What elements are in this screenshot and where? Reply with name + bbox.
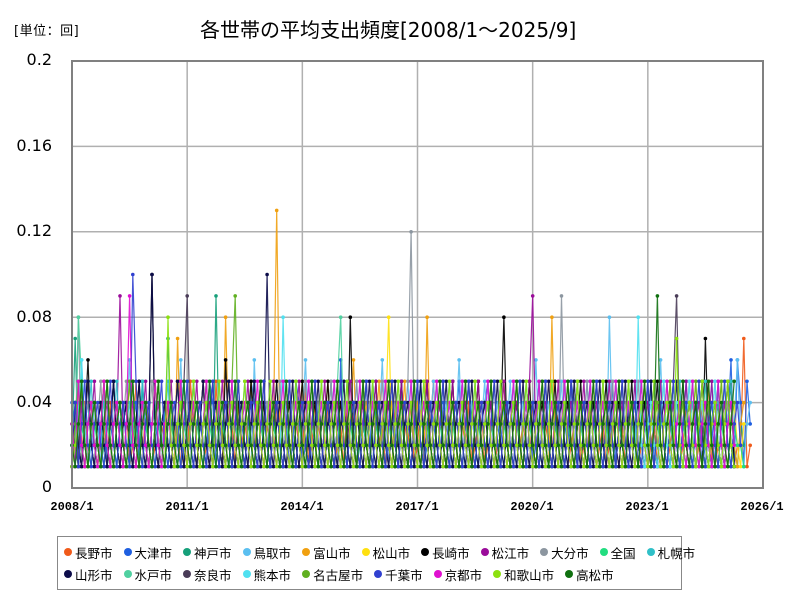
y-tick-label: 0 (41, 477, 52, 496)
plot-border (71, 60, 764, 489)
legend-item: 神戸市 (183, 543, 232, 562)
legend-label: 全国 (610, 545, 636, 561)
legend-marker-icon (433, 570, 442, 578)
legend-label: 神戸市 (194, 545, 232, 561)
legend-label: 松山市 (372, 545, 411, 561)
legend-row: 山形市 水戸市 奈良市 熊本市 名古屋市 千葉市 京都市 和歌山市 高松市 (64, 563, 675, 585)
legend-item: 京都市 (433, 565, 483, 584)
legend-label: 長野市 (75, 545, 113, 561)
legend-item: 熊本市 (242, 565, 292, 584)
legend-item: 大分市 (540, 543, 589, 562)
legend-item: 和歌山市 (493, 565, 554, 584)
legend-item: 山形市 (64, 565, 113, 584)
legend-marker-icon (480, 548, 489, 556)
legend-label: 高松市 (576, 567, 614, 583)
legend-label: 熊本市 (253, 567, 292, 583)
legend-marker-icon (242, 570, 251, 578)
legend-marker-icon (374, 570, 383, 578)
legend-marker-icon (493, 570, 502, 578)
legend-label: 大津市 (134, 545, 173, 561)
x-tick-label: 2017/1 (395, 500, 439, 514)
legend-label: 名古屋市 (313, 567, 364, 583)
legend-item: 大津市 (123, 543, 173, 562)
chart-plot-area (70, 60, 764, 489)
legend-marker-icon (302, 548, 311, 556)
legend-marker-icon (646, 548, 655, 556)
legend-marker-icon (64, 570, 72, 578)
legend-item: 奈良市 (183, 565, 232, 584)
legend-item: 鳥取市 (242, 543, 292, 562)
legend-marker-icon (565, 570, 574, 578)
legend-item: 全国 (599, 543, 636, 562)
legend-label: 和歌山市 (504, 567, 555, 583)
y-tick-label: 0.08 (16, 307, 52, 326)
legend-label: 長崎市 (432, 545, 470, 561)
legend-marker-icon (361, 548, 370, 556)
legend-marker-icon (123, 570, 132, 578)
x-tick-label: 2014/1 (280, 500, 324, 514)
legend-label: 札幌市 (657, 545, 696, 561)
legend-marker-icon (242, 548, 251, 556)
legend-marker-icon (599, 548, 608, 556)
chart-title: 各世帯の平均支出頻度[2008/1～2025/9] (200, 18, 577, 42)
legend-label: 富山市 (313, 545, 351, 561)
legend-item: 高松市 (565, 565, 614, 584)
legend-marker-icon (183, 548, 192, 556)
legend-row: 長野市 大津市 神戸市 鳥取市 富山市 松山市 長崎市 松江市 大分市 全国 札幌市 (64, 541, 695, 563)
x-tick-label: 2008/1 (50, 500, 94, 514)
legend-label: 京都市 (444, 567, 483, 583)
legend-label: 奈良市 (194, 567, 232, 583)
legend-item: 長野市 (64, 543, 113, 562)
x-tick-label: 2020/1 (510, 500, 554, 514)
legend-marker-icon (183, 570, 192, 578)
series-line (70, 294, 736, 469)
legend-marker-icon (540, 548, 549, 556)
y-tick-label: 0.16 (16, 136, 52, 155)
y-tick-label: 0.2 (26, 50, 52, 69)
legend-item: 富山市 (302, 543, 351, 562)
legend-label: 松江市 (491, 545, 530, 561)
legend-label: 千葉市 (385, 567, 423, 583)
legend-item: 水戸市 (123, 565, 173, 584)
legend-label: 山形市 (75, 567, 113, 583)
x-tick-label: 2023/1 (625, 500, 669, 514)
legend-item: 千葉市 (374, 565, 423, 584)
x-tick-label: 2011/1 (165, 500, 209, 514)
x-tick-label: 2026/1 (740, 500, 784, 514)
y-tick-label: 0.12 (16, 221, 52, 240)
legend-marker-icon (302, 570, 311, 578)
legend-marker-icon (64, 548, 72, 556)
legend-item: 松江市 (480, 543, 530, 562)
legend-item: 松山市 (361, 543, 411, 562)
legend-marker-icon (123, 548, 132, 556)
legend-label: 大分市 (551, 545, 589, 561)
legend-item: 長崎市 (421, 543, 470, 562)
legend-label: 水戸市 (134, 567, 173, 583)
y-tick-label: 0.04 (16, 392, 52, 411)
legend-marker-icon (421, 548, 430, 556)
legend-label: 鳥取市 (253, 545, 292, 561)
legend-item: 札幌市 (646, 543, 696, 562)
chart-legend: 長野市 大津市 神戸市 鳥取市 富山市 松山市 長崎市 松江市 大分市 全国 札幌市山形市 水戸市 奈良… (57, 536, 695, 590)
unit-label: [単位：回] (14, 24, 80, 39)
legend-item: 名古屋市 (302, 565, 363, 584)
